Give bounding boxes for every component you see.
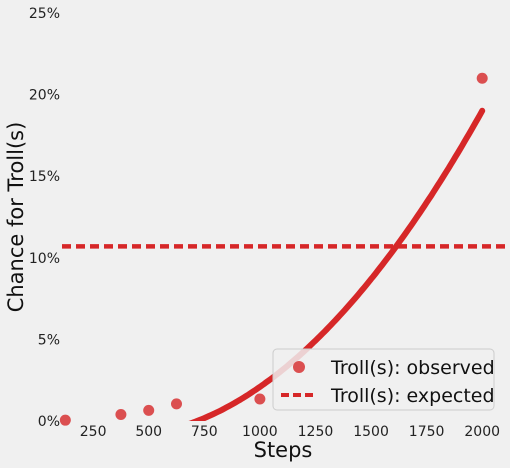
observed-point (476, 72, 488, 84)
x-tick-label: 500 (135, 424, 162, 440)
x-tick-label: 1750 (409, 424, 445, 440)
observed-point (59, 414, 71, 426)
fit-curve (188, 107, 486, 421)
y-axis-label: Chance for Troll(s) (4, 122, 28, 313)
legend: Troll(s): observed Troll(s): expected (272, 348, 495, 411)
y-axis-ticks: 0% 5% 10% 15% 20% 25% (29, 6, 60, 430)
legend-box (272, 348, 495, 411)
x-tick-label: 750 (191, 424, 218, 440)
x-axis-label: Steps (254, 438, 313, 462)
legend-observed-label: Troll(s): observed (330, 357, 495, 379)
legend-expected-label: Troll(s): expected (330, 385, 495, 407)
x-tick-label: 1000 (242, 424, 278, 440)
y-tick-label: 5% (38, 332, 60, 348)
legend-observed-marker (293, 361, 305, 373)
y-tick-label: 25% (29, 6, 60, 22)
observed-point (171, 398, 183, 410)
plot-area (59, 72, 510, 426)
x-tick-label: 1250 (298, 424, 334, 440)
observed-point (115, 408, 127, 420)
x-tick-label: 2000 (464, 424, 500, 440)
y-tick-label: 15% (29, 169, 60, 185)
y-tick-label: 20% (29, 88, 60, 104)
observed-point (254, 393, 266, 405)
y-tick-label: 10% (29, 251, 60, 267)
x-tick-label: 1500 (353, 424, 389, 440)
observed-point (143, 404, 155, 416)
x-tick-label: 250 (80, 424, 107, 440)
x-axis-ticks: 250 500 750 1000 1250 1500 1750 2000 (80, 424, 500, 440)
y-tick-label: 0% (38, 414, 60, 430)
